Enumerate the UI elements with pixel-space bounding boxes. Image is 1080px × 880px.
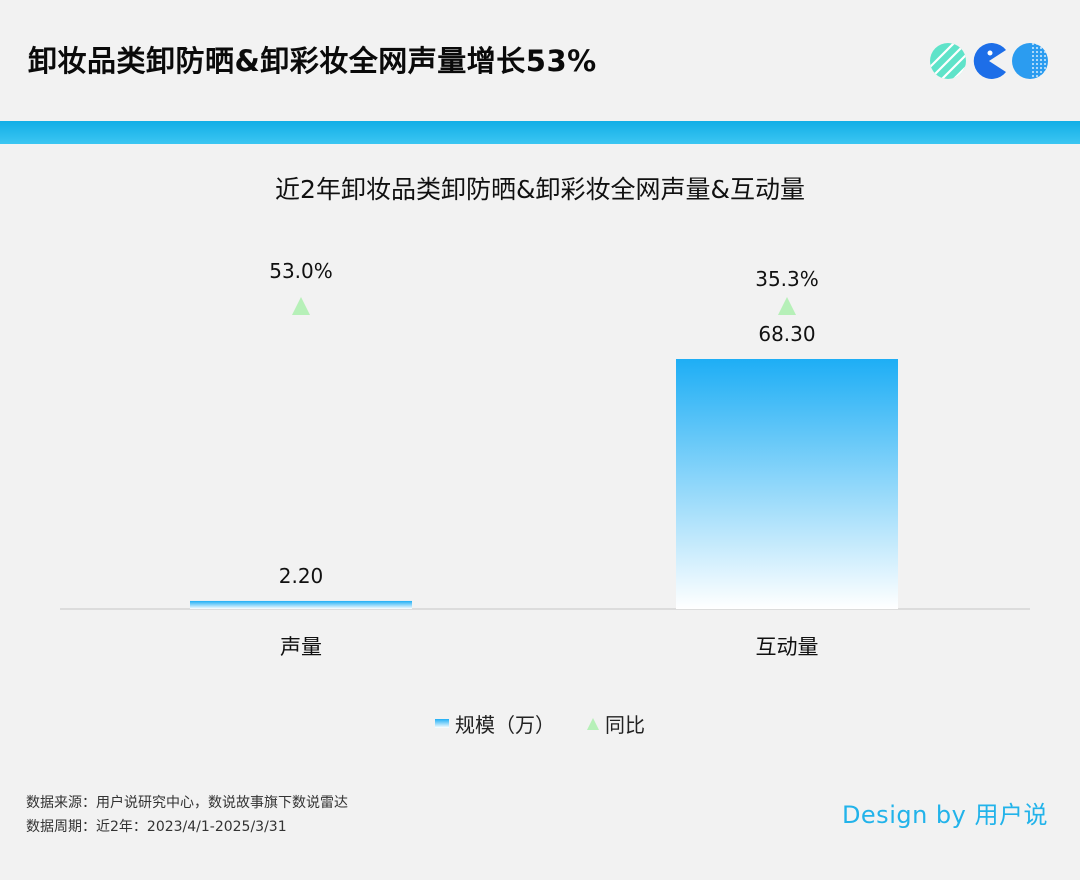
header-band: [0, 121, 1080, 144]
logo-pacman-icon: [973, 43, 1006, 79]
legend-item-scale: 规模（万）: [435, 709, 555, 738]
brand-credit: Design by 用户说: [841, 801, 1048, 829]
data-source: 数据来源：用户说研究中心，数说故事旗下数说雷达: [26, 795, 348, 811]
legend-label-scale: 规模（万）: [455, 713, 555, 737]
yoy-marker-0: [292, 297, 310, 315]
legend-label-yoy: 同比: [605, 713, 645, 737]
yoy-label-0: 53.0%: [269, 259, 333, 283]
chart-title: 近2年卸妆品类卸防晒&卸彩妆全网声量&互动量: [275, 175, 805, 204]
yoy-label-1: 35.3%: [755, 267, 819, 291]
bar-1: [676, 359, 898, 609]
category-label-0: 声量: [280, 635, 322, 659]
bar-0: [190, 600, 412, 609]
bar-value-label-0: 2.20: [279, 564, 324, 588]
triangle-swatch-icon: [587, 717, 599, 730]
category-label-1: 互动量: [756, 635, 819, 659]
bar-value-label-1: 68.30: [758, 322, 815, 346]
logo-dots-icon: [1012, 43, 1048, 79]
yoy-marker-1: [778, 297, 796, 315]
data-period: 数据周期：近2年：2023/4/1-2025/3/31: [26, 819, 287, 835]
page-title: 卸妆品类卸防晒&卸彩妆全网声量增长53%: [28, 44, 597, 78]
legend: 规模（万） 同比: [0, 709, 1080, 738]
logo-stripe-icon: [930, 43, 966, 79]
legend-item-yoy: 同比: [565, 709, 645, 738]
bar-swatch-icon: [435, 719, 449, 728]
